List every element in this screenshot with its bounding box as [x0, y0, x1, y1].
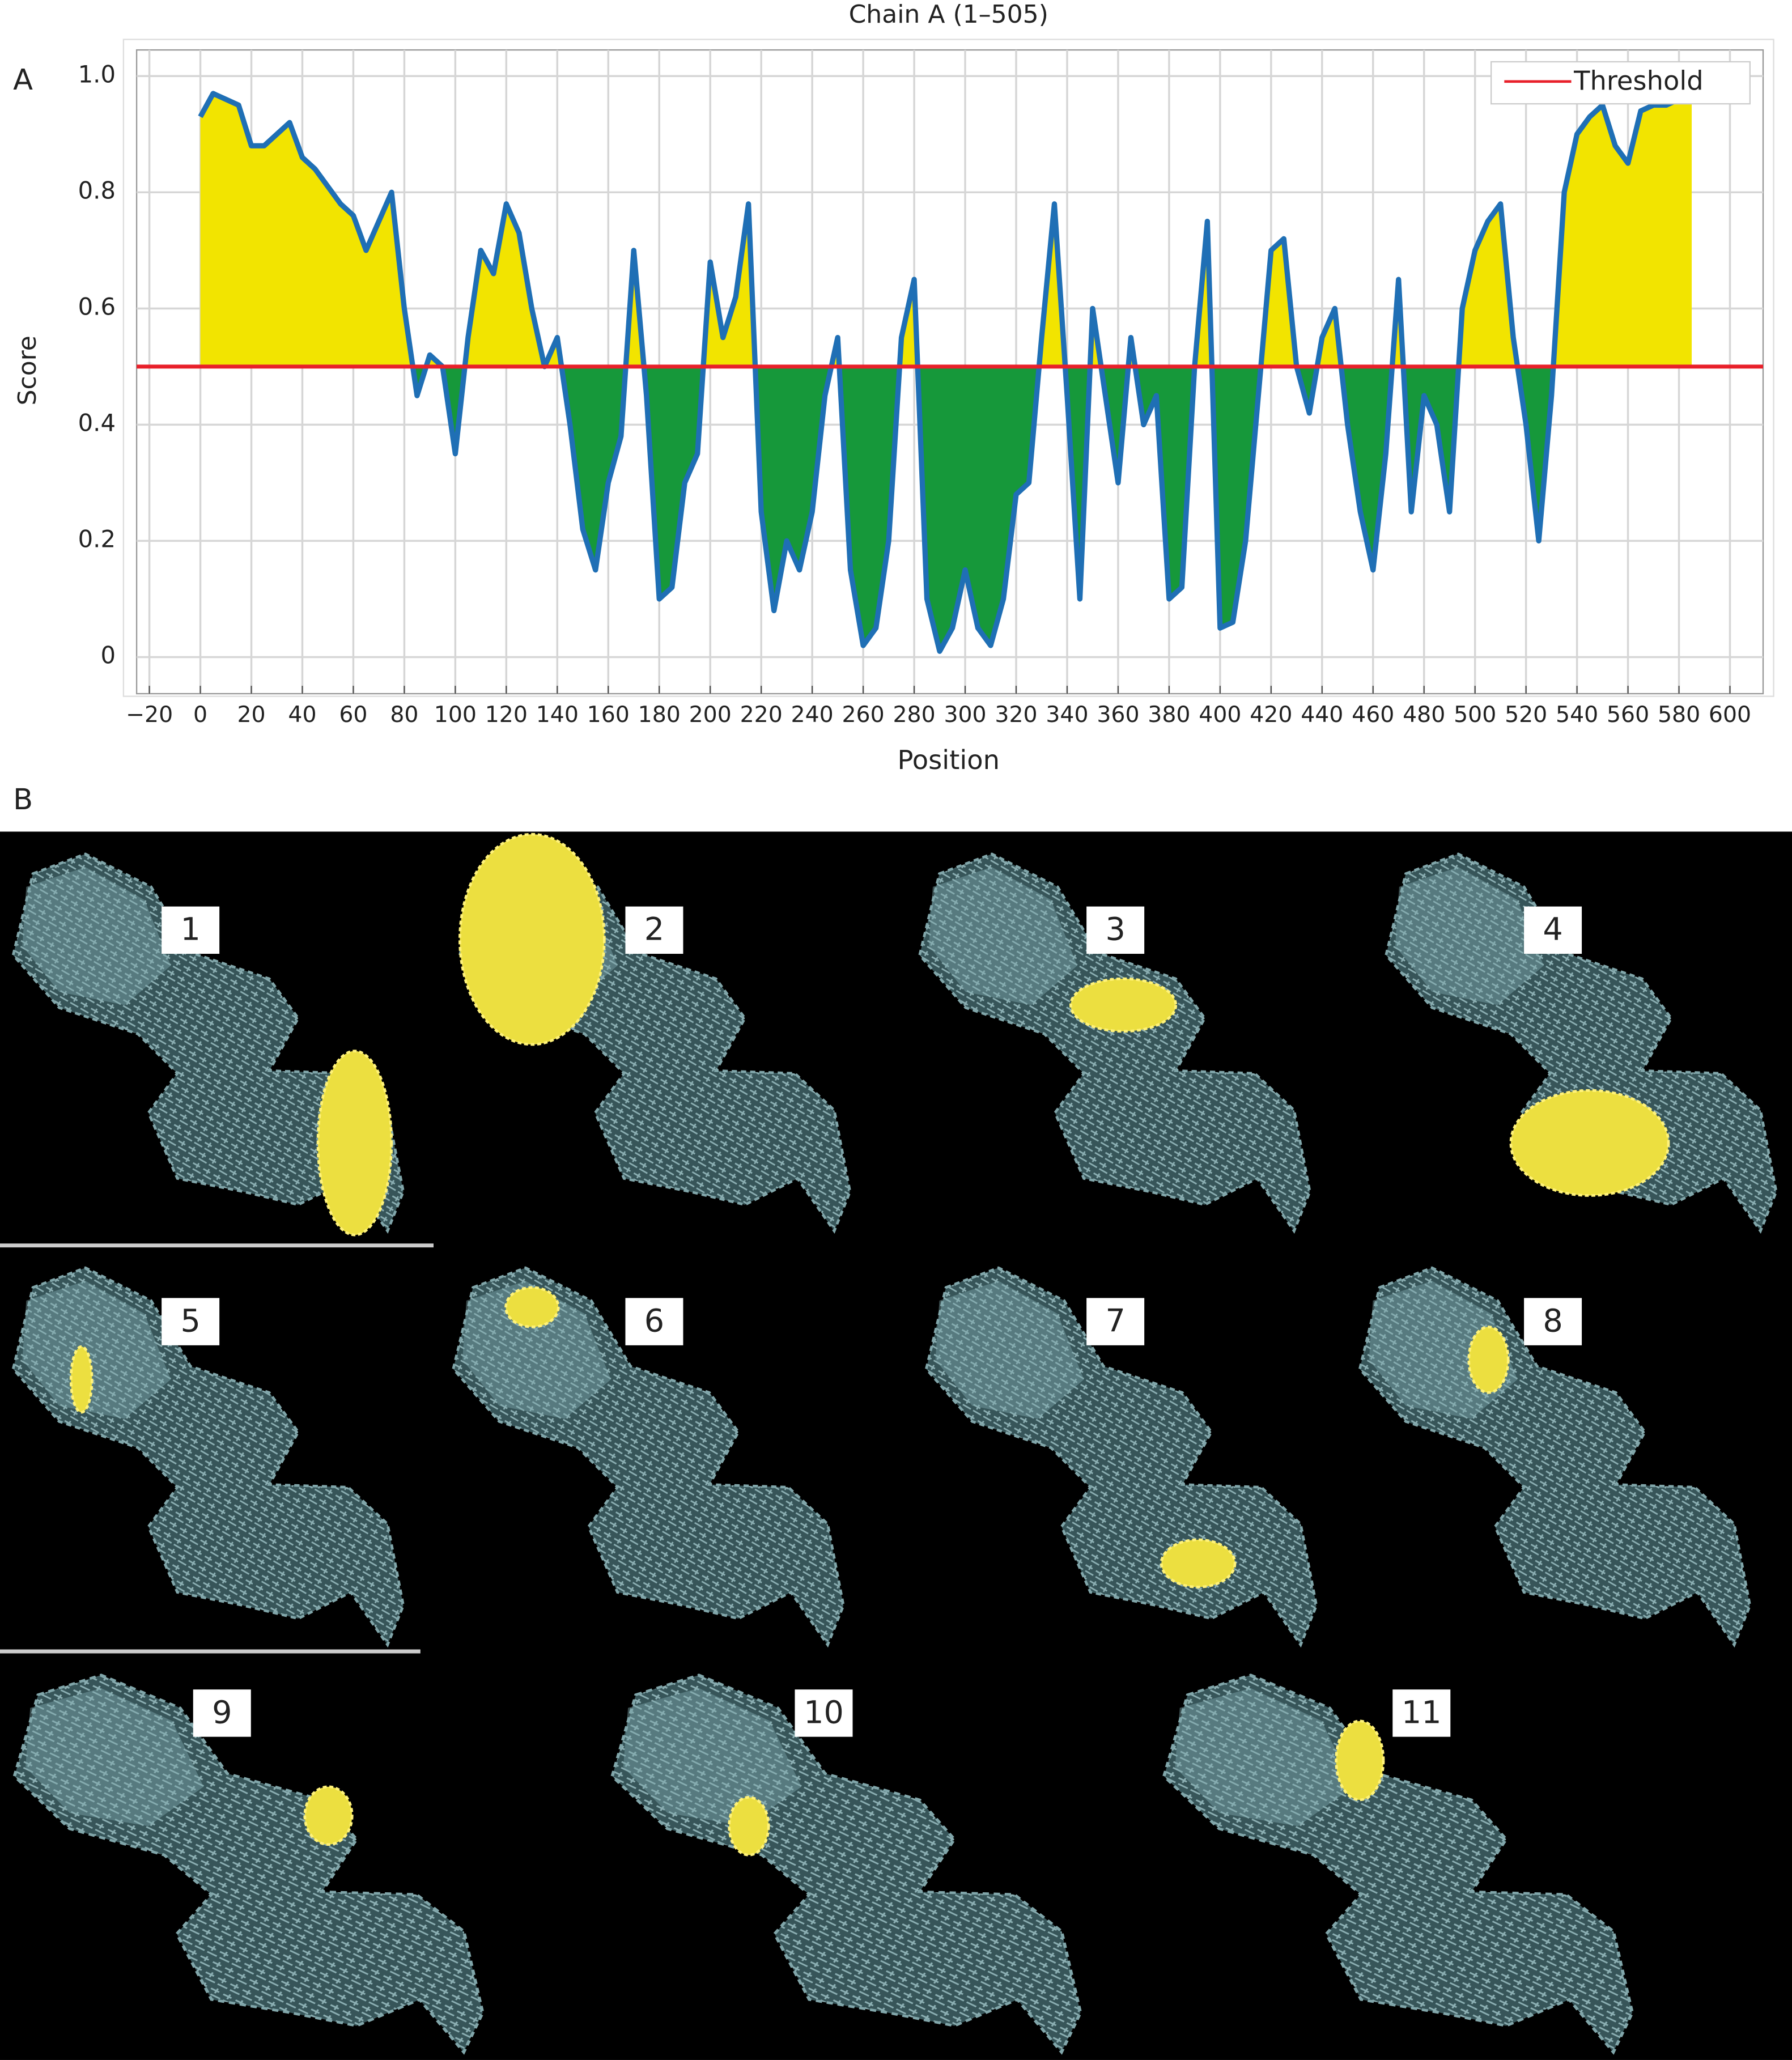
panel-letter: B [13, 783, 33, 817]
x-tick-label: 400 [1199, 702, 1241, 728]
label-box [1524, 1298, 1582, 1345]
x-tick-label: 80 [390, 702, 418, 728]
legend-label: Threshold [1573, 66, 1703, 96]
highlight [1069, 977, 1178, 1033]
x-tick-label: 200 [689, 702, 732, 728]
x-tick-label: 300 [944, 702, 986, 728]
x-tick-label: 0 [193, 702, 207, 728]
structure-label: 8 [1543, 1303, 1562, 1340]
x-tick-label: 340 [1046, 702, 1088, 728]
x-tick-label: 380 [1148, 702, 1190, 728]
x-tick-label: 260 [842, 702, 885, 728]
x-tick-label: 560 [1607, 702, 1649, 728]
structure-label: 4 [1543, 911, 1562, 948]
structure-label: 5 [180, 1303, 200, 1340]
structure-label: 9 [212, 1694, 232, 1731]
label-box [625, 1298, 683, 1345]
label-box [162, 1298, 220, 1345]
structure-label: 10 [804, 1694, 844, 1731]
highlight [316, 1050, 393, 1237]
structure-label: 1 [180, 911, 200, 948]
highlight [1509, 1089, 1670, 1197]
y-tick-label: 0.4 [78, 409, 116, 436]
highlight [303, 1785, 354, 1846]
x-tick-label: 500 [1454, 702, 1496, 728]
structures: 1 2 3 4 5 6 7 8 9 10 11 [13, 833, 1776, 2052]
highlight [1335, 1719, 1385, 1802]
label-box [1086, 1298, 1145, 1345]
legend [1490, 61, 1751, 105]
x-tick-label: 40 [288, 702, 316, 728]
highlight [458, 833, 606, 1046]
x-tick-label: 140 [536, 702, 579, 728]
label-box [795, 1689, 853, 1737]
x-tick-label: 580 [1658, 702, 1700, 728]
x-tick-label: 520 [1505, 702, 1547, 728]
highlight [1160, 1538, 1237, 1588]
area-above [200, 94, 1692, 367]
highlight [504, 1286, 560, 1328]
y-tick-label: 0.8 [78, 176, 116, 204]
x-tick-label: 220 [740, 702, 783, 728]
x-tick-label: 600 [1709, 702, 1751, 728]
plot: 0 0.2 0.4 0.6 0.8 1.0 −20 0 20 40 60 80 100 120 140 160… [78, 50, 1763, 728]
x-tick-label: 360 [1097, 702, 1139, 728]
chart-border [122, 39, 1774, 697]
structure-label: 2 [644, 911, 664, 948]
x-tick-label: 160 [587, 702, 630, 728]
x-tick-label: 480 [1403, 702, 1445, 728]
x-tick-label: −20 [126, 702, 173, 728]
structure-label: 7 [1105, 1303, 1125, 1340]
x-tick-label: 540 [1556, 702, 1598, 728]
label-box [1086, 906, 1145, 954]
x-tick-label: 60 [339, 702, 367, 728]
y-axis-label: Score [13, 335, 42, 405]
highlight [69, 1345, 94, 1414]
chart-title: Chain A (1–505) [849, 0, 1048, 29]
label-box [1392, 1689, 1451, 1737]
x-axis-label: Position [897, 745, 1000, 775]
structure-label: 3 [1105, 911, 1125, 948]
y-tick-label: 0.6 [78, 292, 116, 320]
y-tick-label: 1.0 [78, 60, 116, 88]
structure-label: 11 [1402, 1694, 1442, 1731]
x-tick-label: 280 [893, 702, 935, 728]
x-tick-label: 420 [1250, 702, 1292, 728]
x-tick-label: 180 [638, 702, 681, 728]
x-tick-label: 120 [485, 702, 528, 728]
label-box [1524, 906, 1582, 954]
x-tick-label: 460 [1352, 702, 1394, 728]
structure-label: 6 [644, 1303, 664, 1340]
highlight [728, 1796, 770, 1857]
score-line [198, 91, 1692, 654]
label-box [625, 906, 683, 954]
x-tick-label: 20 [237, 702, 265, 728]
y-tick-label: 0 [100, 641, 116, 669]
x-tick-label: 440 [1301, 702, 1343, 728]
x-tick-label: 240 [791, 702, 834, 728]
x-tick-label: 320 [995, 702, 1037, 728]
label-box [162, 906, 220, 954]
highlight [1467, 1326, 1510, 1394]
y-tick-label: 0.2 [78, 525, 116, 553]
label-box [193, 1689, 251, 1737]
panel-letter: A [13, 63, 33, 97]
x-tick-label: 100 [434, 702, 477, 728]
